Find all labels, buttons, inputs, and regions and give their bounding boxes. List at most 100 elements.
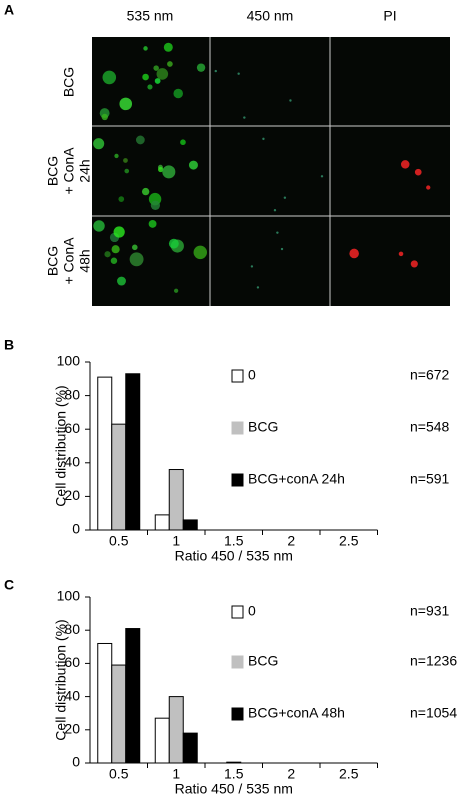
row-label: BCG — [61, 67, 77, 97]
cell — [110, 257, 118, 265]
cell — [262, 137, 265, 141]
image-grid — [92, 37, 450, 306]
cell — [141, 187, 150, 196]
bar — [154, 717, 170, 764]
cell — [93, 220, 105, 232]
row-label: + ConA — [61, 147, 77, 195]
cell — [154, 78, 161, 84]
micrographs — [92, 37, 450, 306]
cell — [320, 175, 324, 178]
cell — [147, 84, 153, 90]
cell — [153, 65, 159, 71]
legend-label: 0 — [248, 603, 256, 619]
cell — [163, 42, 173, 52]
cell — [349, 248, 359, 259]
y-tick-label: 100 — [57, 588, 81, 604]
row-label: 24h — [77, 159, 93, 182]
cell — [400, 160, 410, 169]
cell — [167, 61, 173, 67]
cell — [142, 73, 149, 81]
cell — [93, 138, 105, 150]
y-tick-label: 20 — [64, 721, 80, 737]
bar — [168, 469, 184, 531]
bar — [125, 373, 141, 531]
legend-n: n=591 — [410, 471, 450, 487]
legend-label: BCG — [248, 419, 278, 435]
cell — [289, 99, 292, 102]
cell — [243, 116, 246, 119]
x-tick-label: 1.5 — [224, 533, 244, 549]
cell — [124, 168, 130, 174]
bar — [97, 642, 113, 764]
column-header: PI — [383, 8, 396, 24]
bar — [182, 519, 198, 531]
cell — [150, 200, 161, 210]
bar — [125, 628, 141, 764]
column-header: 535 nm — [127, 8, 174, 24]
cell — [143, 46, 148, 51]
cell — [414, 168, 422, 176]
cell — [214, 69, 217, 73]
cell — [196, 63, 206, 72]
legend-label: BCG — [248, 653, 278, 669]
cell — [256, 286, 260, 289]
cell — [173, 88, 183, 99]
y-tick-label: 20 — [64, 487, 80, 503]
cell — [111, 245, 120, 254]
x-tick-label: 1 — [172, 766, 180, 782]
legend-n: n=1236 — [410, 653, 457, 669]
cell — [426, 185, 431, 190]
cell — [123, 158, 128, 163]
legend-swatch — [231, 473, 244, 487]
cell — [119, 97, 133, 111]
cell — [237, 72, 240, 75]
x-tick-label: 1 — [172, 533, 180, 549]
cell — [168, 238, 179, 249]
legend-swatch — [231, 707, 244, 721]
bar — [154, 514, 170, 531]
cell — [118, 196, 125, 202]
x-axis-label: Ratio 450 / 535 nm — [175, 781, 293, 797]
legend-label: BCG+conA 24h — [248, 471, 345, 487]
cell — [157, 166, 164, 173]
legend-swatch — [231, 605, 244, 619]
legend-swatch — [231, 655, 244, 669]
row-label: BCG — [45, 246, 61, 276]
cell — [398, 251, 404, 257]
y-axis-label: Cell distribution (%) — [53, 619, 69, 740]
bar — [97, 376, 113, 531]
x-tick-label: 2 — [287, 533, 295, 549]
cell — [148, 219, 157, 228]
x-tick-label: 1.5 — [224, 766, 244, 782]
y-tick-label: 80 — [64, 386, 80, 402]
row-label: 48h — [77, 249, 93, 272]
cell — [135, 135, 145, 145]
y-tick-label: 40 — [64, 454, 80, 470]
legend-n: n=931 — [410, 603, 450, 619]
x-axis-label: Ratio 450 / 535 nm — [175, 548, 293, 564]
legend-n: n=1054 — [410, 705, 457, 721]
x-tick-label: 2.5 — [339, 766, 359, 782]
cell — [250, 265, 254, 268]
cell — [188, 160, 198, 170]
bar — [182, 732, 198, 764]
legend-swatch — [231, 421, 244, 435]
cell — [410, 260, 418, 268]
row-label: BCG — [45, 156, 61, 186]
y-axis-label: Cell distribution (%) — [53, 385, 69, 506]
cell — [114, 153, 119, 159]
cell — [180, 139, 186, 146]
x-tick-label: 0.5 — [109, 533, 129, 549]
x-tick-label: 2 — [287, 766, 295, 782]
cell — [193, 245, 208, 260]
cell — [101, 113, 108, 121]
x-tick-label: 0.5 — [109, 766, 129, 782]
cell — [104, 251, 111, 258]
cell — [117, 276, 126, 286]
cell — [162, 165, 176, 179]
y-tick-label: 0 — [72, 754, 80, 770]
panel-label: B — [4, 337, 14, 353]
column-header: 450 nm — [247, 8, 294, 24]
